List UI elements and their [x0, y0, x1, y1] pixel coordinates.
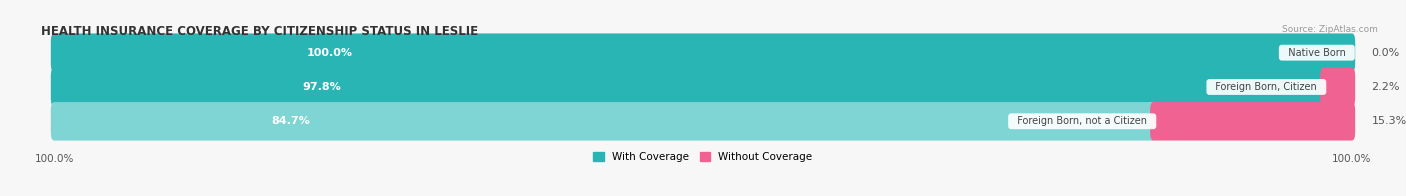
- FancyBboxPatch shape: [51, 102, 1157, 141]
- FancyBboxPatch shape: [51, 102, 1355, 141]
- Text: Source: ZipAtlas.com: Source: ZipAtlas.com: [1282, 24, 1378, 34]
- Text: 100.0%: 100.0%: [307, 48, 353, 58]
- FancyBboxPatch shape: [51, 68, 1327, 106]
- Text: 100.0%: 100.0%: [35, 154, 75, 164]
- FancyBboxPatch shape: [1320, 68, 1355, 106]
- FancyBboxPatch shape: [51, 68, 1355, 106]
- Text: 15.3%: 15.3%: [1371, 116, 1406, 126]
- Text: Foreign Born, Citizen: Foreign Born, Citizen: [1209, 82, 1323, 92]
- FancyBboxPatch shape: [51, 34, 1355, 72]
- FancyBboxPatch shape: [51, 34, 1355, 72]
- Text: Foreign Born, not a Citizen: Foreign Born, not a Citizen: [1011, 116, 1153, 126]
- Text: 100.0%: 100.0%: [1331, 154, 1371, 164]
- Text: 2.2%: 2.2%: [1371, 82, 1400, 92]
- Text: Native Born: Native Born: [1282, 48, 1353, 58]
- Text: HEALTH INSURANCE COVERAGE BY CITIZENSHIP STATUS IN LESLIE: HEALTH INSURANCE COVERAGE BY CITIZENSHIP…: [41, 24, 478, 38]
- Text: 97.8%: 97.8%: [302, 82, 340, 92]
- Text: 84.7%: 84.7%: [271, 116, 311, 126]
- Text: 0.0%: 0.0%: [1371, 48, 1399, 58]
- Legend: With Coverage, Without Coverage: With Coverage, Without Coverage: [589, 148, 817, 166]
- FancyBboxPatch shape: [1150, 102, 1355, 141]
